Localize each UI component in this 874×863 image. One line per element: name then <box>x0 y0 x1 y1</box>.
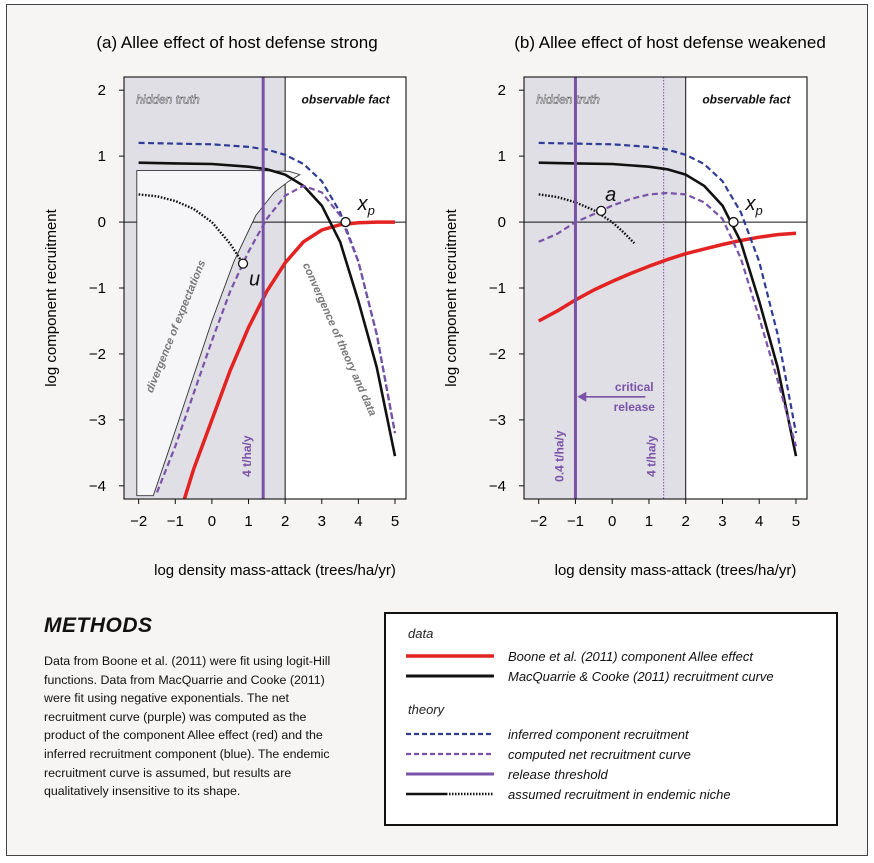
charts-canvas: (a) Allee effect of host defense strong … <box>43 33 826 579</box>
y-tick-label: 0 <box>98 214 106 231</box>
x-tick-label: 2 <box>682 513 690 530</box>
y-tick-label: −3 <box>489 412 506 429</box>
release-arrow-head <box>577 391 587 402</box>
legend-label: release threshold <box>508 767 608 782</box>
series-blue-dashed <box>538 141 798 434</box>
legend-item: assumed recruitment in endemic niche <box>406 786 826 804</box>
x-tick-label: −2 <box>530 513 547 530</box>
legend-item: Boone et al. (2011) component Allee effe… <box>406 648 826 666</box>
y-tick-label: 0 <box>498 214 506 231</box>
x-tick-label: 0 <box>208 513 216 530</box>
release-label: release <box>614 400 656 414</box>
x-tick-label: 3 <box>718 513 726 530</box>
legend-item: MacQuarrie & Cooke (2011) recruitment cu… <box>406 668 826 686</box>
y-tick-label: −1 <box>489 280 506 297</box>
x-tick-label: 1 <box>244 513 252 530</box>
y-tick-label: −3 <box>89 412 106 429</box>
legend-label: Boone et al. (2011) component Allee effe… <box>508 649 753 664</box>
y-tick-label: −2 <box>89 346 106 363</box>
critical-label: critical <box>615 380 654 394</box>
legend-label: MacQuarrie & Cooke (2011) recruitment cu… <box>508 669 774 684</box>
x-axis-label: log density mass-attack (trees/ha/yr) <box>555 562 797 579</box>
series-black-solid <box>138 161 397 457</box>
observable-fact-label: observable fact <box>302 92 391 106</box>
legend-label: computed net recruitment curve <box>508 747 691 762</box>
y-tick-label: −2 <box>489 346 506 363</box>
chart-b-title: (b) Allee effect of host defense weakene… <box>514 33 826 52</box>
hidden-truth-label: hidden truth <box>136 92 200 106</box>
methods-text: Data from Boone et al. (2011) were fit u… <box>44 654 331 799</box>
y-tick-label: 2 <box>498 82 506 99</box>
y-tick-label: −4 <box>489 478 506 495</box>
x-tick-label: −1 <box>167 513 184 530</box>
point-marker <box>237 258 249 269</box>
x-tick-label: 5 <box>792 513 800 530</box>
legend-item: computed net recruitment curve <box>406 746 826 764</box>
chart-a-title: (a) Allee effect of host defense strong <box>96 33 377 52</box>
y-tick-label: 1 <box>498 148 506 165</box>
x-tick-label: −2 <box>130 513 147 530</box>
y-axis-label: log component recruitment <box>43 208 60 386</box>
observable-fact-label: observable fact <box>702 92 791 106</box>
legend-item: release threshold <box>406 766 826 784</box>
x-tick-label: 4 <box>354 513 362 530</box>
series-purple-dashed <box>155 184 397 493</box>
legend-label: assumed recruitment in endemic niche <box>508 787 731 802</box>
point-marker <box>340 216 351 228</box>
divergence-envelope <box>136 170 301 497</box>
x-tick-label: 3 <box>318 513 326 530</box>
old-threshold-label: 4 t/ha/y <box>645 435 659 477</box>
legend-data-heading: data <box>408 626 434 641</box>
legend-label: inferred component recruitment <box>508 727 689 742</box>
x-tick-label: 2 <box>281 513 289 530</box>
legend-box: data Boone et al. (2011) component Allee… <box>384 612 838 826</box>
series-black-solid <box>538 161 798 457</box>
threshold-label: 4 t/ha/y <box>240 435 254 477</box>
y-tick-label: 2 <box>98 82 106 99</box>
hidden-truth-label: hidden truth <box>536 92 600 106</box>
x-tick-label: 0 <box>608 513 616 530</box>
x-axis-label: log density mass-attack (trees/ha/yr) <box>154 562 396 579</box>
methods-title: METHODS <box>44 614 153 637</box>
series-red-solid <box>537 231 797 323</box>
point-label-subscript: p <box>367 203 375 218</box>
legend-item: inferred component recruitment <box>406 726 826 744</box>
y-tick-label: 1 <box>98 148 106 165</box>
point-label: a <box>605 184 616 206</box>
x-tick-label: −1 <box>567 513 584 530</box>
point-label: u <box>249 269 260 291</box>
y-axis-label: log component recruitment <box>443 208 460 386</box>
series-black-dotted <box>538 193 636 245</box>
legend-theory-heading: theory <box>408 702 445 717</box>
threshold-label: 0.4 t/ha/y <box>552 430 566 482</box>
x-tick-label: 1 <box>645 513 653 530</box>
y-tick-label: −1 <box>89 280 106 297</box>
y-tick-label: −4 <box>89 478 106 495</box>
hidden-region <box>524 77 686 499</box>
point-marker <box>728 216 739 228</box>
point-marker <box>596 205 607 217</box>
x-tick-label: 5 <box>391 513 399 530</box>
series-purple-dashed <box>538 191 798 447</box>
chart-b-plot: hidden truth observable fact 4 t/ha/y 0.4 t… <box>443 76 808 579</box>
series-blue-dashed <box>138 141 397 434</box>
x-tick-label: 4 <box>755 513 763 530</box>
series-red-solid <box>182 220 395 499</box>
point-label-subscript: p <box>754 203 762 218</box>
